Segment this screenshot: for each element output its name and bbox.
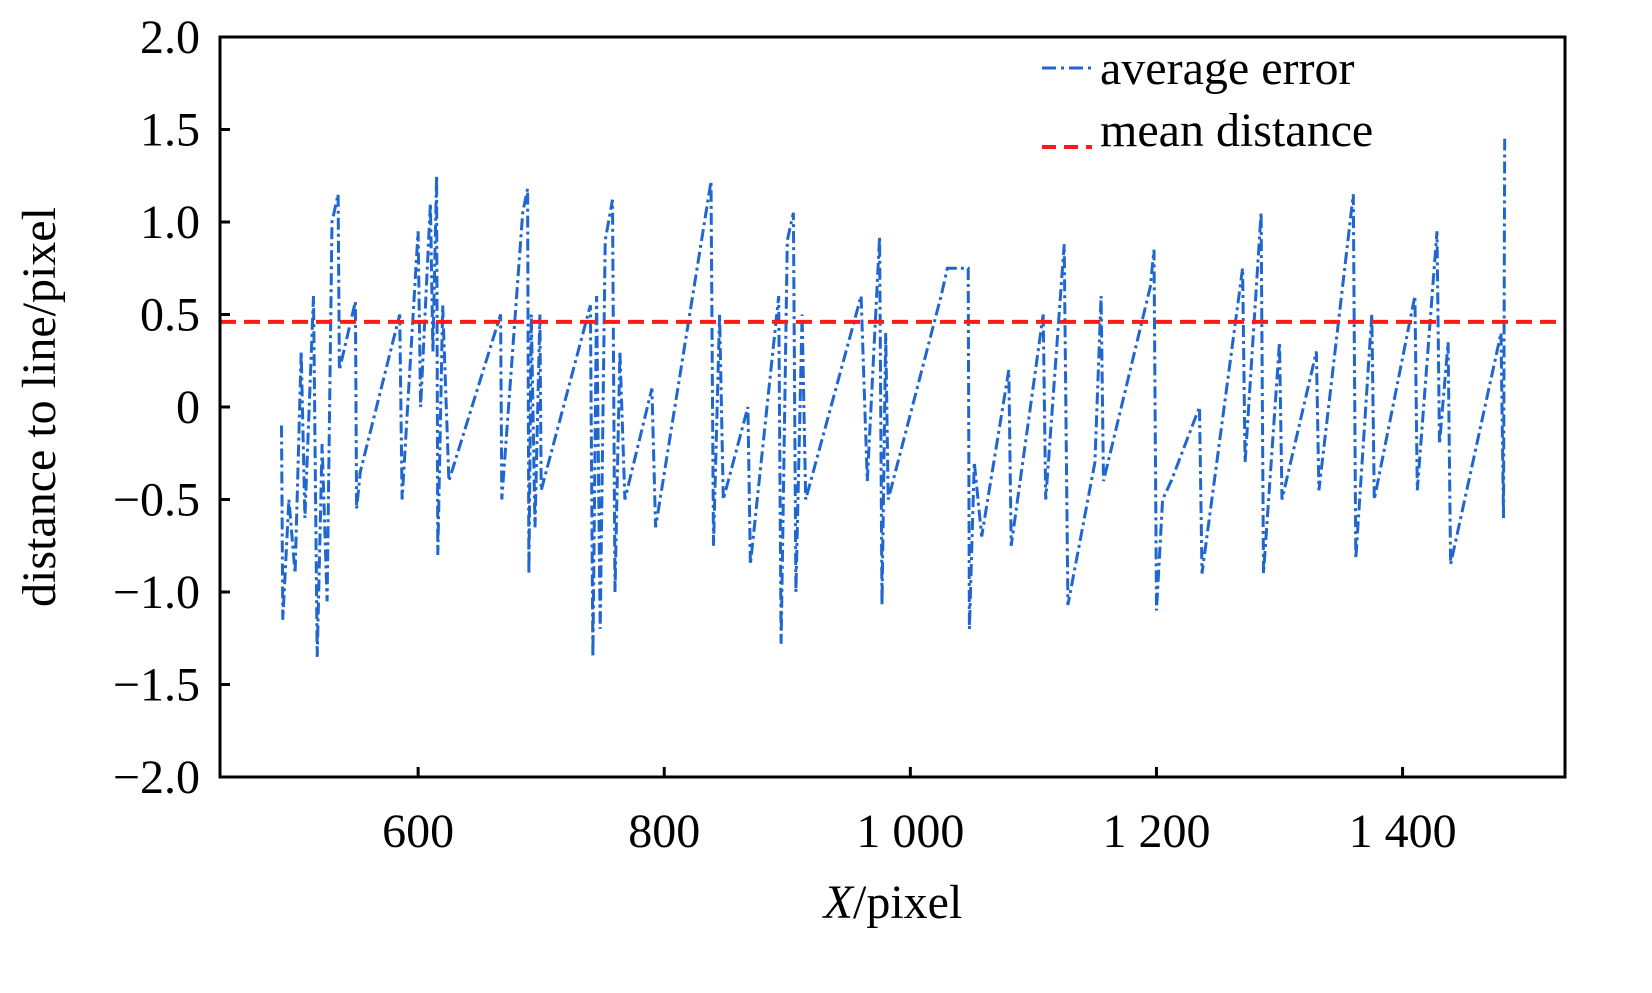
y-tick-label: −1.5 <box>113 659 200 712</box>
y-tick-label: 0.5 <box>140 289 200 342</box>
y-tick-label: 1.0 <box>140 196 200 249</box>
y-tick-label: −1.0 <box>113 566 200 619</box>
x-axis-label-unit: /pixel <box>853 876 962 929</box>
y-tick-label: 2.0 <box>140 11 200 64</box>
y-axis-label: distance to line/pixel <box>13 207 66 607</box>
y-tick-label: −0.5 <box>113 474 200 527</box>
y-tick-label: 0 <box>176 381 200 434</box>
series-layer <box>220 139 1565 657</box>
y-tick-label: 1.5 <box>140 104 200 157</box>
x-tick-label: 600 <box>382 805 454 858</box>
legend-label-average-error: average error <box>1100 42 1354 95</box>
y-tick-label: −2.0 <box>113 751 200 804</box>
legend: average error mean distance <box>1042 42 1373 157</box>
x-axis-label: X/pixel <box>822 876 963 929</box>
x-tick-label: 1 000 <box>856 805 964 858</box>
legend-label-mean-distance: mean distance <box>1100 104 1373 157</box>
x-tick-label: 800 <box>628 805 700 858</box>
series-average-error-line <box>282 139 1505 657</box>
x-axis-label-var: X <box>822 876 855 929</box>
x-tick-label: 1 200 <box>1102 805 1210 858</box>
x-tick-label: 1 400 <box>1349 805 1457 858</box>
